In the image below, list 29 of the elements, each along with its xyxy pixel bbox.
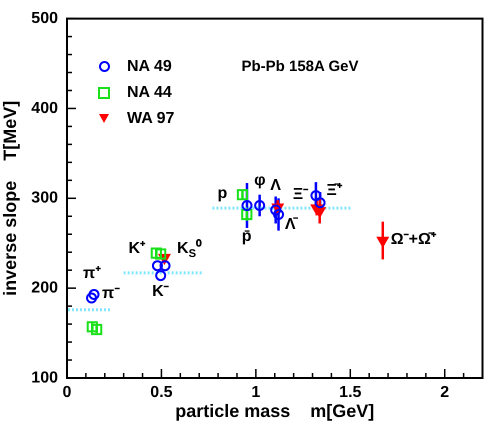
y-tick-label: 300 bbox=[31, 190, 58, 207]
annotation: p bbox=[217, 185, 228, 203]
x-tick-label: 0.5 bbox=[150, 384, 173, 402]
x-tick-label: 1 bbox=[251, 384, 260, 402]
y-axis-title: inverse slope T[MeV] bbox=[0, 100, 20, 296]
annotation: π⁻ bbox=[102, 284, 120, 303]
x-tick-label: 2 bbox=[440, 384, 450, 402]
x-tick-label: 0 bbox=[62, 384, 72, 402]
legend-label: WA 97 bbox=[127, 110, 174, 128]
annotation: Λ̄ bbox=[284, 216, 296, 234]
annotation: p̄ bbox=[242, 228, 252, 246]
annotation: Pb-Pb 158A GeV bbox=[242, 58, 358, 75]
annotation: Ω⁻+Ω̄⁺ bbox=[390, 231, 436, 249]
x-tick-label: 1.5 bbox=[339, 384, 362, 402]
annotation: K⁻ bbox=[152, 282, 169, 300]
annotation: K⁺ bbox=[128, 240, 146, 258]
annotation: Ξ̄⁺ bbox=[326, 182, 342, 200]
legend-label: NA 49 bbox=[127, 58, 172, 76]
y-tick-label: 200 bbox=[31, 280, 58, 297]
legend-label: NA 44 bbox=[127, 84, 172, 102]
annotation: K$_{S}$⁰ bbox=[177, 240, 202, 260]
annotation: Λ bbox=[270, 176, 281, 195]
y-tick-label: 100 bbox=[31, 369, 58, 386]
annotation: φ bbox=[254, 172, 266, 190]
x-axis-title: particle mass m[GeV] bbox=[175, 401, 374, 422]
y-tick-label: 500 bbox=[31, 10, 58, 28]
annotation: Ξ⁻ bbox=[292, 186, 308, 204]
annotation: π⁺ bbox=[83, 265, 100, 283]
y-tick-label: 400 bbox=[31, 100, 58, 117]
